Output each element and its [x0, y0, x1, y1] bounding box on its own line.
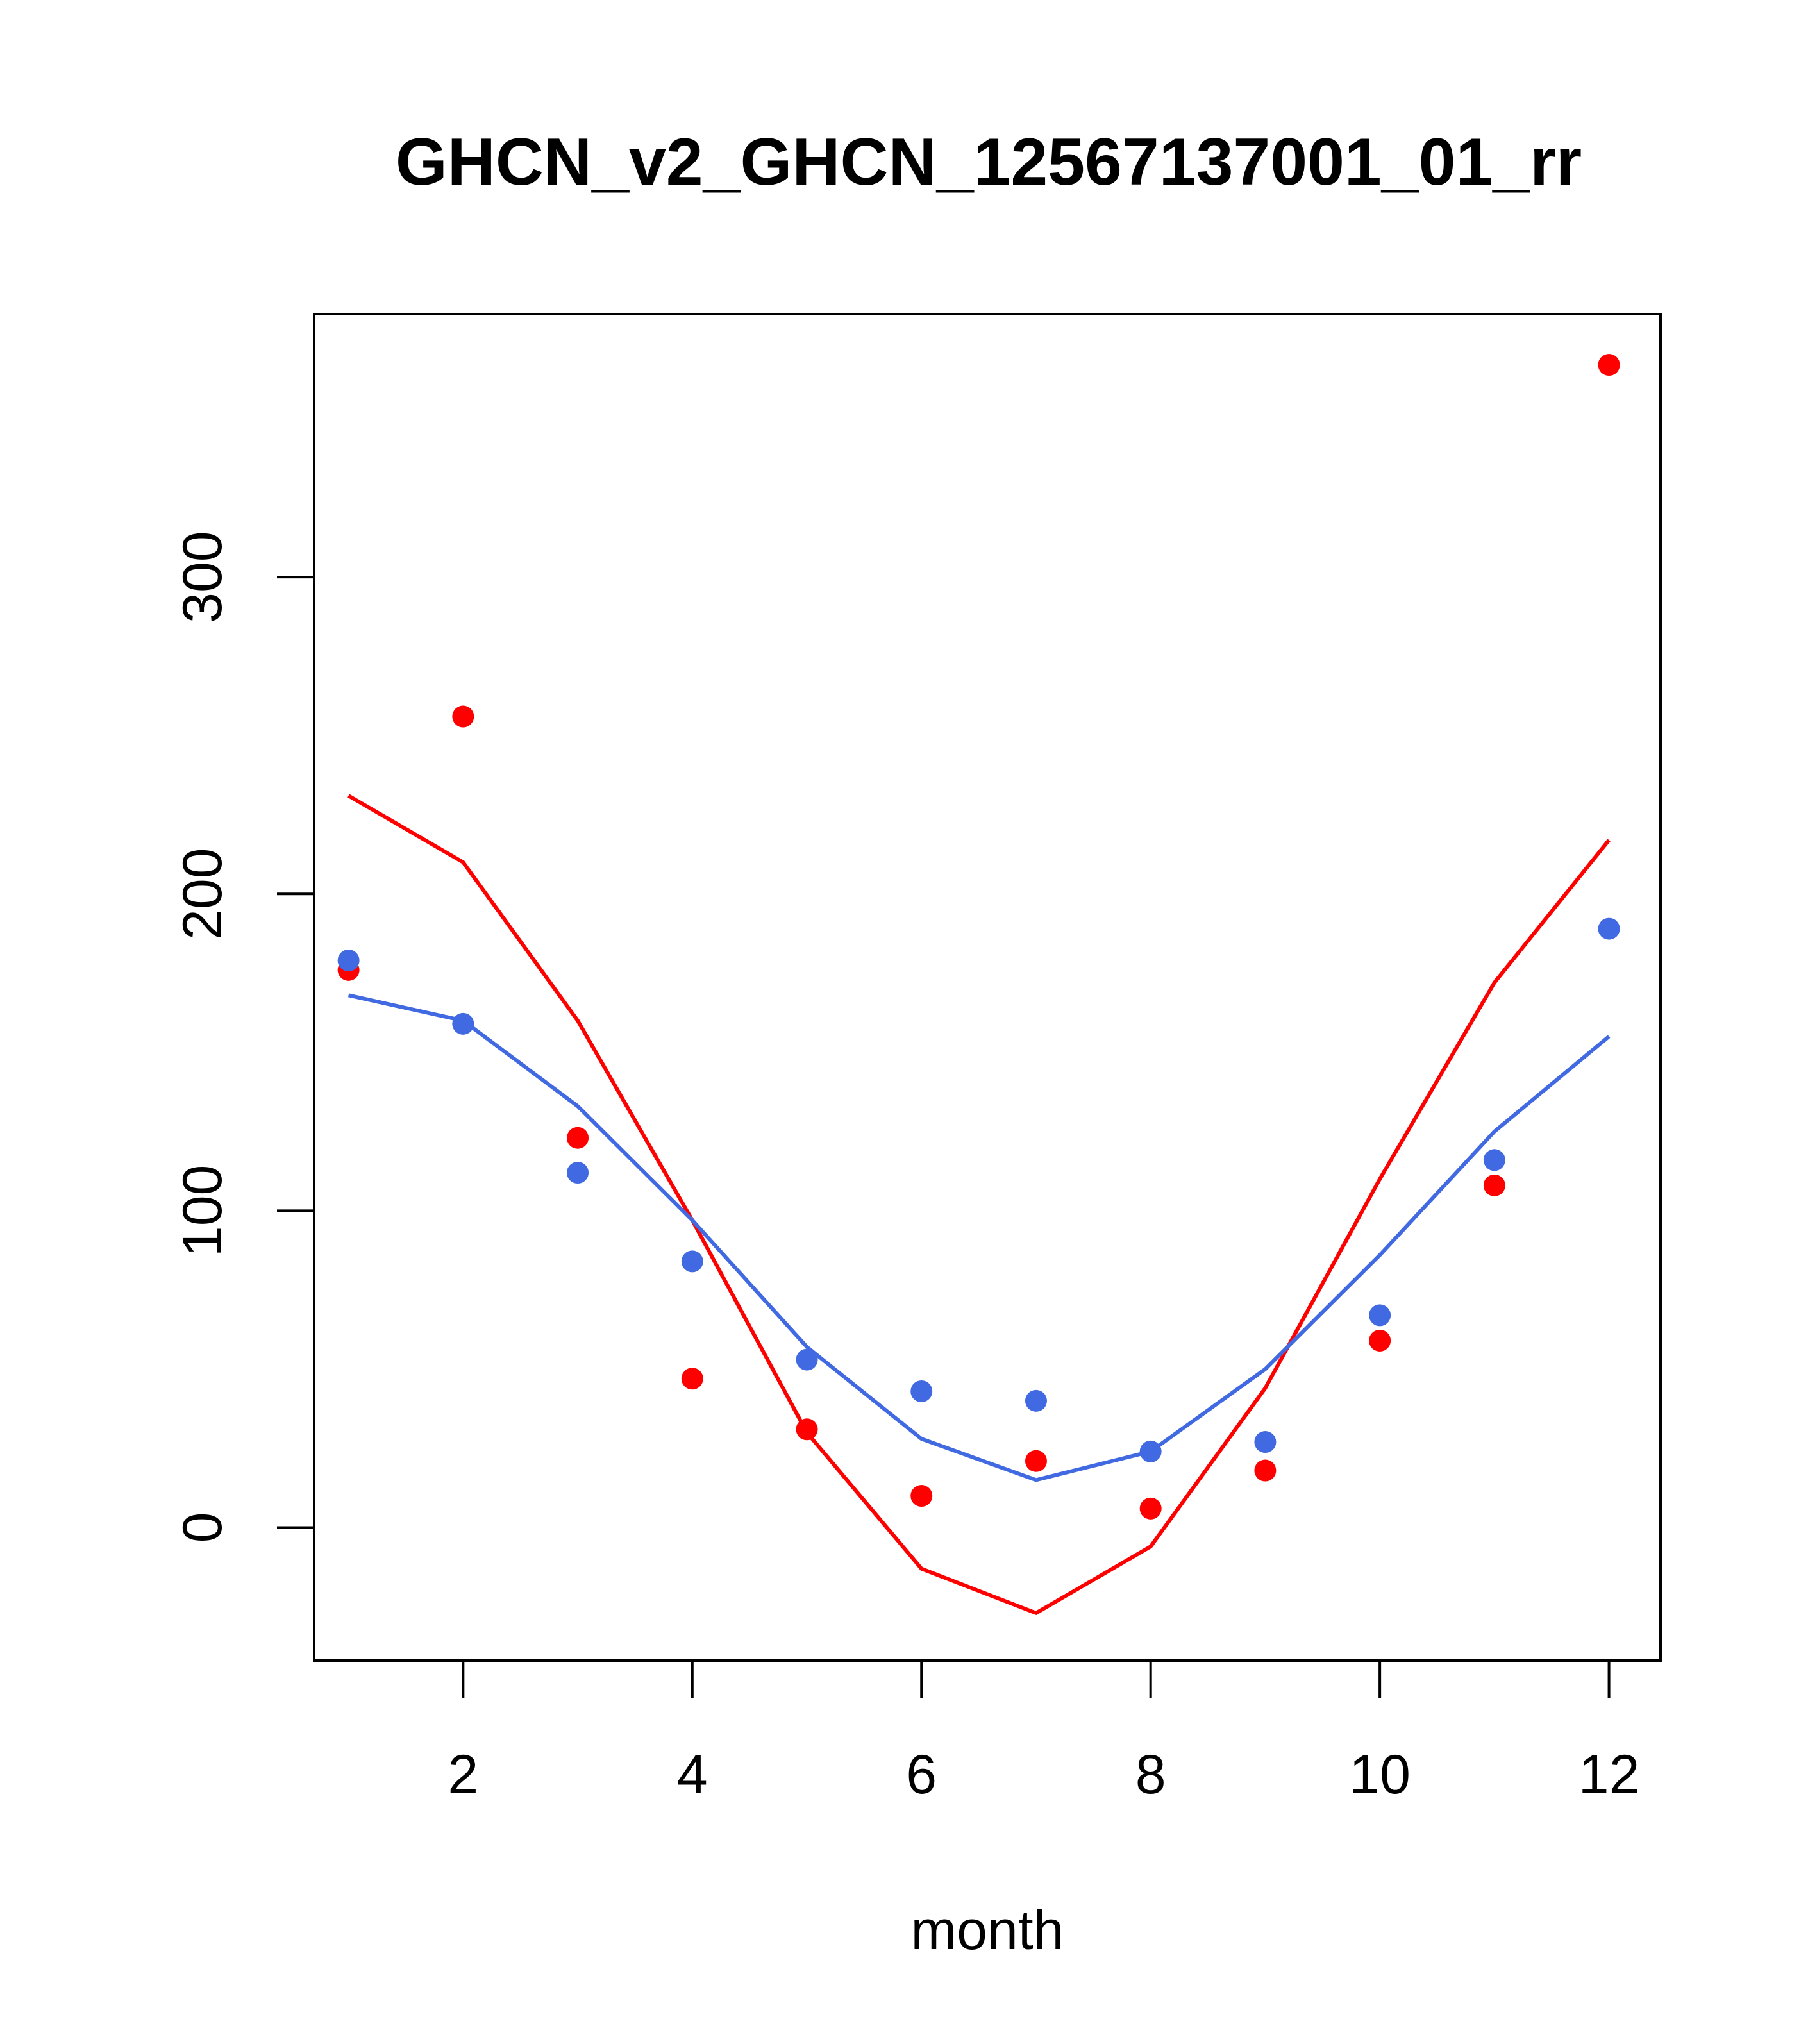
data-point	[1025, 1389, 1047, 1412]
y-axis: 0 100 200 300	[172, 531, 315, 1543]
data-point	[796, 1418, 818, 1441]
data-point	[1483, 1174, 1505, 1196]
data-point	[681, 1368, 703, 1390]
y-tick-label: 300	[172, 531, 233, 623]
x-tick-label: 4	[677, 1744, 708, 1805]
series-lines	[347, 794, 1611, 1615]
series-points	[337, 354, 1620, 1520]
data-point	[567, 1162, 589, 1184]
data-point	[337, 950, 360, 971]
data-point	[681, 1250, 703, 1273]
x-axis-label: month	[910, 1900, 1064, 1961]
x-tick-label: 8	[1135, 1744, 1166, 1805]
x-tick-label: 6	[906, 1744, 937, 1805]
x-tick-label: 12	[1578, 1744, 1640, 1805]
data-point	[1254, 1459, 1277, 1482]
series-line	[347, 993, 1611, 1482]
x-tick-label: 10	[1349, 1744, 1411, 1805]
x-tick-label: 2	[448, 1744, 478, 1805]
data-point	[452, 1012, 474, 1035]
data-point	[452, 705, 474, 728]
plot-frame	[313, 313, 1662, 1662]
y-tick-label: 0	[172, 1512, 233, 1543]
data-point	[910, 1380, 933, 1402]
data-point	[1369, 1329, 1391, 1352]
data-point	[567, 1127, 589, 1149]
data-point	[1598, 917, 1620, 940]
data-point	[1598, 354, 1620, 376]
data-point	[1139, 1440, 1162, 1462]
data-point	[910, 1485, 933, 1507]
data-point	[796, 1348, 818, 1371]
series-line	[347, 794, 1611, 1615]
data-point	[1025, 1450, 1047, 1472]
chart-title: GHCN_v2_GHCN_12567137001_01_rr	[396, 125, 1582, 199]
x-axis: 2 4 6 8 10 12	[448, 1659, 1640, 1805]
y-tick-label: 200	[172, 848, 233, 940]
data-point	[1369, 1304, 1391, 1327]
data-point	[1254, 1431, 1277, 1453]
data-point	[1483, 1149, 1505, 1171]
data-point	[1139, 1497, 1162, 1520]
y-tick-label: 100	[172, 1165, 233, 1257]
